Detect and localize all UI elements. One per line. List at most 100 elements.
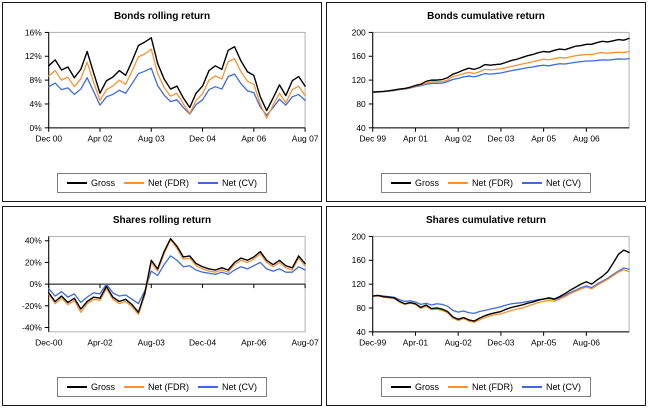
legend-label: Net (FDR) <box>472 382 513 392</box>
y-tick-label: 160 <box>352 51 366 61</box>
x-tick-label: Dec 04 <box>189 134 216 144</box>
chart-title-bonds-rolling: Bonds rolling return <box>113 11 211 22</box>
chart-panel-shares-cumulative: Shares cumulative return 40 80 120 160 200 De… <box>326 206 646 406</box>
series-line-gross <box>372 249 630 322</box>
legend-item-net_fdr: Net (FDR) <box>124 178 189 188</box>
y-tick-label: -20% <box>22 301 42 311</box>
legend-item-net_cv: Net (CV) <box>522 382 581 392</box>
chart-title-bonds-cumulative: Bonds cumulative return <box>427 11 545 22</box>
y-tick-label: 120 <box>352 75 366 85</box>
legend-label: Gross <box>90 382 115 392</box>
legend-line-sample-net_cv <box>522 182 542 184</box>
x-tick-label: Aug 02 <box>445 134 472 144</box>
y-tick-label: -40% <box>22 322 42 332</box>
series-line-net_fdr <box>372 50 630 93</box>
shares-cumulative-plot: 40 80 120 160 200 Dec-99 Apr-01 Aug-02 Dec-03 Apr… <box>352 231 630 348</box>
x-tick-label: Dec 00 <box>35 134 62 144</box>
charts-grid: Bonds rolling return 0% 4% 8% 12% 16% Dec 00 A… <box>2 2 646 406</box>
y-tick-label: 0% <box>30 279 43 289</box>
series-line-net_fdr <box>372 269 630 323</box>
legend-shares-rolling: Gross Net (FDR) Net (CV) <box>56 377 268 397</box>
x-tick-label: Apr-05 <box>531 338 557 348</box>
x-tick-label: Aug 07 <box>292 134 319 144</box>
legend-line-sample-gross <box>390 182 411 184</box>
legend-item-gross: Gross <box>66 382 115 392</box>
legend-line-sample-net_fdr <box>124 386 144 388</box>
chart-panel-bonds-rolling: Bonds rolling return 0% 4% 8% 12% 16% Dec 00 A… <box>2 2 322 202</box>
y-tick-label: 4% <box>30 99 43 109</box>
series-line-gross <box>48 37 306 112</box>
y-tick-label: 40 <box>356 327 366 337</box>
legend-line-sample-gross <box>390 386 411 388</box>
x-tick-label: Dec 99 <box>359 134 386 144</box>
legend-label: Net (CV) <box>546 178 582 188</box>
x-tick-label: Dec 03 <box>488 134 515 144</box>
legend-label: Gross <box>90 178 115 188</box>
plot-area-border <box>48 31 306 129</box>
x-tick-label: Dec-03 <box>487 338 515 348</box>
x-tick-label: Dec-99 <box>359 338 387 348</box>
x-tick-label: Aug 06 <box>573 134 600 144</box>
x-tick-label: Apr 02 <box>88 134 113 144</box>
chart-panel-bonds-cumulative: Bonds cumulative return 40 80 120 160 200 Dec… <box>326 2 646 202</box>
x-tick-label: Apr-01 <box>403 338 429 348</box>
x-tick-label: Apr-02 <box>87 338 113 348</box>
chart-panel-shares-rolling: Shares rolling return -40% -20% 0% 20% 40% De… <box>2 206 322 406</box>
legend-line-sample-gross <box>66 386 87 388</box>
legend-label: Gross <box>414 382 439 392</box>
legend-item-net_cv: Net (CV) <box>198 178 257 188</box>
y-tick-label: 20% <box>25 257 42 267</box>
legend-item-net_cv: Net (CV) <box>198 382 257 392</box>
legend-line-sample-net_cv <box>198 386 218 388</box>
x-tick-label: Apr 05 <box>531 134 556 144</box>
legend-label: Net (CV) <box>546 382 582 392</box>
legend-label: Net (FDR) <box>472 178 513 188</box>
x-tick-label: Apr 01 <box>403 134 428 144</box>
legend-line-sample-net_cv <box>522 386 542 388</box>
x-tick-label: Aug-03 <box>138 338 166 348</box>
legend-item-gross: Gross <box>66 178 115 188</box>
bonds-cumulative-plot: 40 80 120 160 200 Dec 99 Apr 01 Aug 02 Dec 03 Apr… <box>352 27 630 144</box>
x-tick-label: Aug-02 <box>445 338 473 348</box>
y-tick-label: 120 <box>352 279 366 289</box>
legend-item-net_fdr: Net (FDR) <box>124 382 189 392</box>
legend-label: Net (CV) <box>222 382 258 392</box>
legend-line-sample-net_fdr <box>448 386 468 388</box>
x-tick-label: Dec-00 <box>35 338 63 348</box>
legend-item-net_fdr: Net (FDR) <box>448 382 513 392</box>
legend-shares-cumulative: Gross Net (FDR) Net (CV) <box>380 377 592 397</box>
y-tick-label: 0% <box>30 123 43 133</box>
series-line-net_fdr <box>48 239 306 316</box>
y-tick-label: 40 <box>356 123 366 133</box>
plot-area-border <box>372 31 630 129</box>
bonds-rolling-plot: 0% 4% 8% 12% 16% Dec 00 Apr 02 Aug 03 Dec 04 Apr … <box>25 27 319 144</box>
legend-label: Net (FDR) <box>148 178 189 188</box>
y-tick-label: 80 <box>356 303 366 313</box>
legend-line-sample-gross <box>66 182 87 184</box>
x-tick-label: Aug-07 <box>291 338 319 348</box>
shares-rolling-plot: -40% -20% 0% 20% 40% Dec-00 Apr-02 Aug-03 Dec-04… <box>22 236 319 348</box>
x-tick-label: Apr-06 <box>241 338 267 348</box>
y-tick-label: 8% <box>30 75 43 85</box>
series-line-net_cv <box>48 67 306 116</box>
y-tick-label: 80 <box>356 99 366 109</box>
legend-line-sample-net_fdr <box>448 182 468 184</box>
legend-item-net_fdr: Net (FDR) <box>448 178 513 188</box>
y-tick-label: 200 <box>352 231 366 241</box>
y-tick-label: 160 <box>352 255 366 265</box>
legend-label: Net (FDR) <box>148 382 189 392</box>
series-line-net_cv <box>48 255 306 305</box>
y-tick-label: 200 <box>352 27 366 37</box>
x-tick-label: Aug-06 <box>573 338 601 348</box>
chart-title-shares-cumulative: Shares cumulative return <box>425 215 547 226</box>
legend-label: Gross <box>414 178 439 188</box>
chart-title-shares-rolling: Shares rolling return <box>112 215 212 226</box>
series-line-gross <box>372 37 630 93</box>
x-tick-label: Aug 03 <box>138 134 165 144</box>
legend-item-gross: Gross <box>390 382 439 392</box>
series-line-net_fdr <box>48 48 306 119</box>
legend-bonds-rolling: Gross Net (FDR) Net (CV) <box>56 173 268 193</box>
legend-item-net_cv: Net (CV) <box>522 178 581 188</box>
legend-bonds-cumulative: Gross Net (FDR) Net (CV) <box>380 173 592 193</box>
y-tick-label: 16% <box>25 27 42 37</box>
